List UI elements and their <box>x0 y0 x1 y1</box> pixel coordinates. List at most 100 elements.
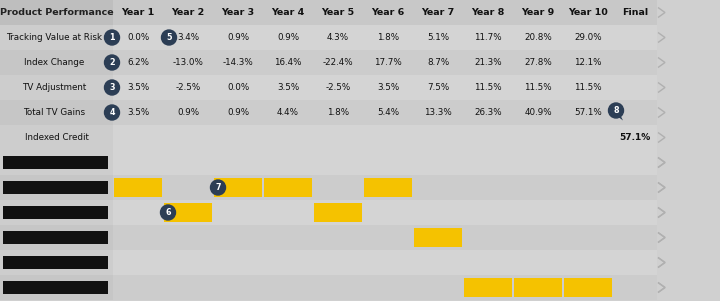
Bar <box>163 50 213 75</box>
Bar <box>413 25 463 50</box>
Bar <box>263 100 313 125</box>
Text: 29.0%: 29.0% <box>574 33 602 42</box>
Bar <box>213 50 263 75</box>
Bar <box>263 125 313 150</box>
Text: 3.4%: 3.4% <box>177 33 199 42</box>
Bar <box>413 150 463 175</box>
Bar <box>163 75 213 100</box>
Bar <box>213 25 263 50</box>
Bar <box>113 175 163 200</box>
Text: 2: 2 <box>109 58 114 67</box>
Bar <box>114 178 162 197</box>
Bar <box>0 225 113 250</box>
Bar <box>413 175 463 200</box>
Bar <box>313 250 363 275</box>
Bar <box>3 256 108 269</box>
Bar <box>513 225 563 250</box>
Bar <box>563 250 613 275</box>
Bar <box>113 150 163 175</box>
Bar <box>313 225 363 250</box>
Bar <box>464 278 512 297</box>
Text: 13.3%: 13.3% <box>424 108 452 117</box>
Text: 6: 6 <box>166 208 171 217</box>
Bar <box>213 200 263 225</box>
Bar <box>613 150 657 175</box>
Bar <box>163 125 213 150</box>
Text: 0.9%: 0.9% <box>227 33 249 42</box>
Bar <box>3 181 108 194</box>
Text: 11.5%: 11.5% <box>474 83 502 92</box>
Bar <box>363 25 413 50</box>
Bar <box>513 250 563 275</box>
Text: 3.5%: 3.5% <box>127 108 149 117</box>
Bar <box>563 225 613 250</box>
Text: Product Performance: Product Performance <box>0 8 113 17</box>
Bar <box>263 225 313 250</box>
Bar <box>613 50 657 75</box>
Text: 0.0%: 0.0% <box>227 83 249 92</box>
Text: 0.9%: 0.9% <box>177 108 199 117</box>
Bar <box>163 175 213 200</box>
Bar <box>463 150 513 175</box>
Text: 0.0%: 0.0% <box>127 33 149 42</box>
Bar <box>0 200 113 225</box>
Bar <box>657 0 720 301</box>
Bar <box>363 250 413 275</box>
Bar <box>513 150 563 175</box>
Text: 16.4%: 16.4% <box>274 58 302 67</box>
Bar <box>513 25 563 50</box>
Bar <box>0 250 113 275</box>
Bar <box>463 200 513 225</box>
Text: 4.4%: 4.4% <box>277 108 299 117</box>
Bar <box>313 100 363 125</box>
Bar <box>0 100 113 125</box>
Text: 3: 3 <box>109 83 114 92</box>
Text: 3.5%: 3.5% <box>377 83 399 92</box>
Bar <box>213 100 263 125</box>
Bar <box>463 250 513 275</box>
Text: 5: 5 <box>166 33 172 42</box>
Bar <box>0 75 113 100</box>
Text: -14.3%: -14.3% <box>222 58 253 67</box>
Bar <box>163 0 213 25</box>
Bar <box>113 0 163 25</box>
Bar <box>613 75 657 100</box>
Text: 0.9%: 0.9% <box>227 108 249 117</box>
Bar <box>463 275 513 300</box>
Bar <box>264 178 312 197</box>
Bar <box>563 200 613 225</box>
Text: 4: 4 <box>109 108 114 117</box>
Text: 4.3%: 4.3% <box>327 33 349 42</box>
Bar <box>563 25 613 50</box>
Bar <box>363 225 413 250</box>
Bar <box>163 275 213 300</box>
Text: Year 5: Year 5 <box>321 8 354 17</box>
Bar <box>113 225 163 250</box>
Bar <box>113 100 163 125</box>
Polygon shape <box>615 114 623 120</box>
Text: Total TV Gains: Total TV Gains <box>24 108 86 117</box>
Bar <box>0 50 113 75</box>
Text: Year 10: Year 10 <box>568 8 608 17</box>
Bar <box>463 25 513 50</box>
Text: Year 8: Year 8 <box>472 8 505 17</box>
Bar <box>513 175 563 200</box>
Bar <box>313 275 363 300</box>
Bar <box>3 206 108 219</box>
Bar <box>513 100 563 125</box>
Text: -13.0%: -13.0% <box>173 58 204 67</box>
Bar <box>413 75 463 100</box>
Bar <box>113 75 163 100</box>
Text: 3.5%: 3.5% <box>127 83 149 92</box>
Bar <box>0 125 113 150</box>
Text: Year 2: Year 2 <box>171 8 204 17</box>
Bar <box>163 225 213 250</box>
Bar <box>313 50 363 75</box>
Text: Year 3: Year 3 <box>222 8 255 17</box>
Bar <box>413 250 463 275</box>
Bar <box>463 175 513 200</box>
Bar <box>513 0 563 25</box>
Bar <box>463 100 513 125</box>
Bar <box>364 178 412 197</box>
Bar <box>313 175 363 200</box>
